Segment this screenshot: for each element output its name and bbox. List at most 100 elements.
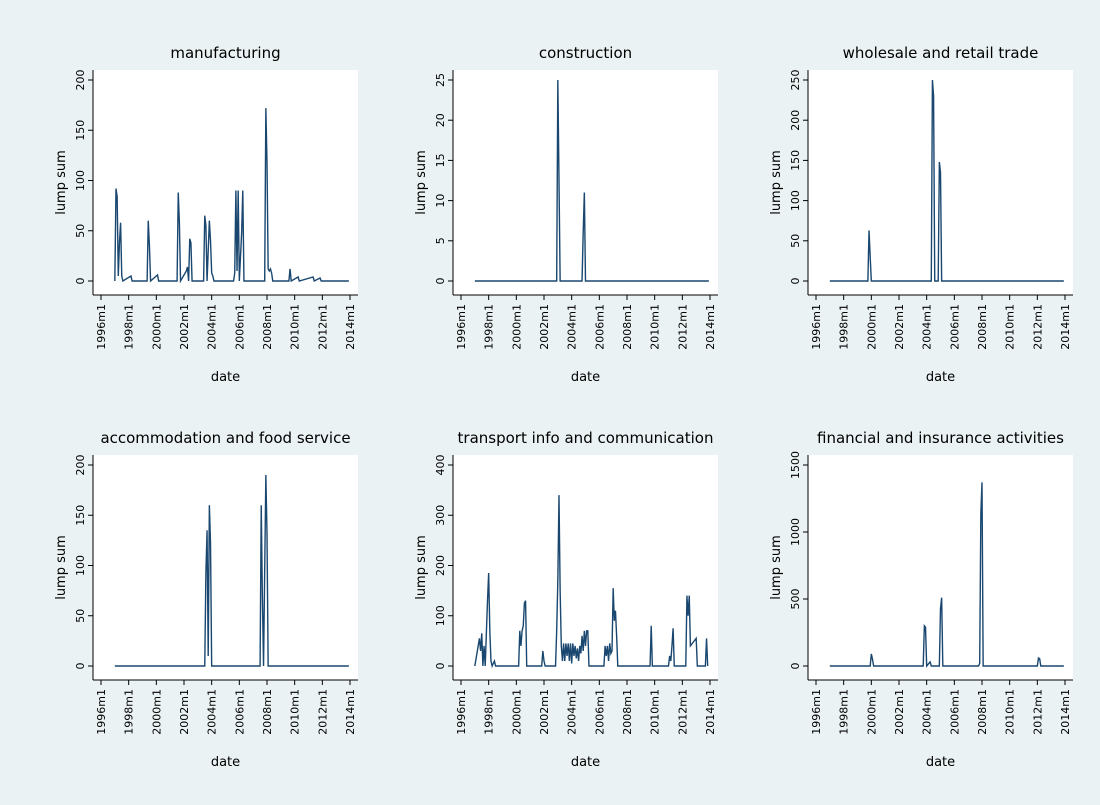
y-tick-label: 0 — [789, 278, 802, 285]
y-tick-label: 150 — [74, 505, 87, 526]
y-tick-label: 200 — [789, 110, 802, 131]
x-tick-label: 1998m1 — [838, 689, 851, 735]
x-tick-label: 2010m1 — [289, 304, 302, 350]
x-tick-label: 2002m1 — [538, 689, 551, 735]
y-axis-label: lump sum — [54, 150, 69, 215]
plot-area — [93, 455, 358, 680]
x-tick-label: 2012m1 — [676, 304, 689, 350]
y-tick-label: 100 — [434, 605, 447, 626]
x-tick-label: 2002m1 — [178, 689, 191, 735]
x-tick-label: 2014m1 — [1059, 689, 1072, 735]
x-tick-label: 2000m1 — [865, 689, 878, 735]
y-tick-label: 20 — [434, 113, 447, 127]
x-tick-label: 2000m1 — [510, 304, 523, 350]
y-tick-label: 100 — [74, 555, 87, 576]
y-tick-label: 100 — [74, 170, 87, 191]
x-tick-label: 2008m1 — [621, 304, 634, 350]
chart-title: accommodation and food service — [100, 429, 350, 447]
x-tick-label: 2006m1 — [233, 689, 246, 735]
x-tick-label: 2010m1 — [289, 689, 302, 735]
y-tick-label: 500 — [789, 589, 802, 610]
data-line — [114, 475, 349, 667]
chart-title: transport info and communication — [458, 429, 714, 447]
data-line — [474, 495, 709, 669]
x-tick-label: 2002m1 — [538, 304, 551, 350]
y-axis-label: lump sum — [414, 150, 429, 215]
y-tick-label: 100 — [789, 190, 802, 211]
x-tick-label: 2010m1 — [1004, 689, 1017, 735]
chart-title: construction — [539, 44, 632, 62]
x-axis-label: date — [211, 370, 240, 385]
data-line — [829, 482, 1064, 668]
y-tick-label: 10 — [434, 194, 447, 208]
y-tick-label: 50 — [789, 234, 802, 248]
y-tick-label: 50 — [74, 609, 87, 623]
x-tick-label: 2002m1 — [178, 304, 191, 350]
x-tick-label: 1996m1 — [810, 689, 823, 735]
x-tick-label: 2006m1 — [948, 689, 961, 735]
y-tick-label: 0 — [74, 278, 87, 285]
x-tick-label: 1996m1 — [95, 689, 108, 735]
x-tick-label: 1998m1 — [123, 689, 136, 735]
x-axis-label: date — [926, 755, 955, 770]
x-axis-label: date — [926, 370, 955, 385]
x-tick-label: 2012m1 — [316, 304, 329, 350]
y-tick-label: 50 — [74, 224, 87, 238]
plot-area — [453, 455, 718, 680]
y-tick-label: 400 — [434, 455, 447, 476]
y-tick-label: 300 — [434, 505, 447, 526]
x-tick-label: 1998m1 — [123, 304, 136, 350]
x-tick-label: 1996m1 — [810, 304, 823, 350]
y-axis-label: lump sum — [54, 535, 69, 600]
x-tick-label: 2008m1 — [261, 689, 274, 735]
y-axis-label: lump sum — [769, 150, 784, 215]
chart-title: wholesale and retail trade — [843, 44, 1039, 62]
y-tick-label: 200 — [74, 455, 87, 476]
x-tick-label: 2012m1 — [316, 689, 329, 735]
x-tick-label: 2000m1 — [150, 689, 163, 735]
y-tick-label: 1500 — [789, 451, 802, 479]
chart-title: manufacturing — [170, 44, 280, 62]
x-tick-label: 2006m1 — [233, 304, 246, 350]
x-tick-label: 2006m1 — [948, 304, 961, 350]
y-tick-label: 150 — [789, 150, 802, 171]
y-tick-label: 5 — [434, 237, 447, 244]
x-tick-label: 2000m1 — [865, 304, 878, 350]
x-tick-label: 1996m1 — [455, 304, 468, 350]
x-tick-label: 1996m1 — [455, 689, 468, 735]
x-tick-label: 2002m1 — [893, 304, 906, 350]
x-tick-label: 2004m1 — [206, 304, 219, 350]
x-tick-label: 2006m1 — [593, 304, 606, 350]
x-tick-label: 2006m1 — [593, 689, 606, 735]
plot-area — [808, 455, 1073, 680]
x-tick-label: 2014m1 — [704, 689, 717, 735]
x-tick-label: 2008m1 — [621, 689, 634, 735]
x-tick-label: 2010m1 — [1004, 304, 1017, 350]
data-line — [474, 79, 709, 282]
y-tick-label: 200 — [434, 555, 447, 576]
y-axis-label: lump sum — [414, 535, 429, 600]
x-tick-label: 2004m1 — [566, 689, 579, 735]
y-axis-label: lump sum — [769, 535, 784, 600]
x-tick-label: 2014m1 — [344, 689, 357, 735]
x-tick-label: 2004m1 — [566, 304, 579, 350]
x-tick-label: 1998m1 — [483, 304, 496, 350]
chart-title: financial and insurance activities — [817, 429, 1064, 447]
y-tick-label: 0 — [434, 278, 447, 285]
x-tick-label: 2012m1 — [1031, 304, 1044, 350]
y-tick-label: 250 — [789, 70, 802, 91]
x-tick-label: 2014m1 — [344, 304, 357, 350]
data-line — [114, 108, 349, 284]
x-tick-label: 2004m1 — [206, 689, 219, 735]
y-tick-label: 0 — [434, 663, 447, 670]
x-tick-label: 2002m1 — [893, 689, 906, 735]
x-tick-label: 2012m1 — [1031, 689, 1044, 735]
x-axis-label: date — [571, 370, 600, 385]
plot-area — [93, 70, 358, 295]
x-axis-label: date — [211, 755, 240, 770]
x-tick-label: 2000m1 — [510, 689, 523, 735]
x-tick-label: 2004m1 — [921, 304, 934, 350]
y-tick-label: 1000 — [789, 518, 802, 546]
x-tick-label: 2014m1 — [1059, 304, 1072, 350]
